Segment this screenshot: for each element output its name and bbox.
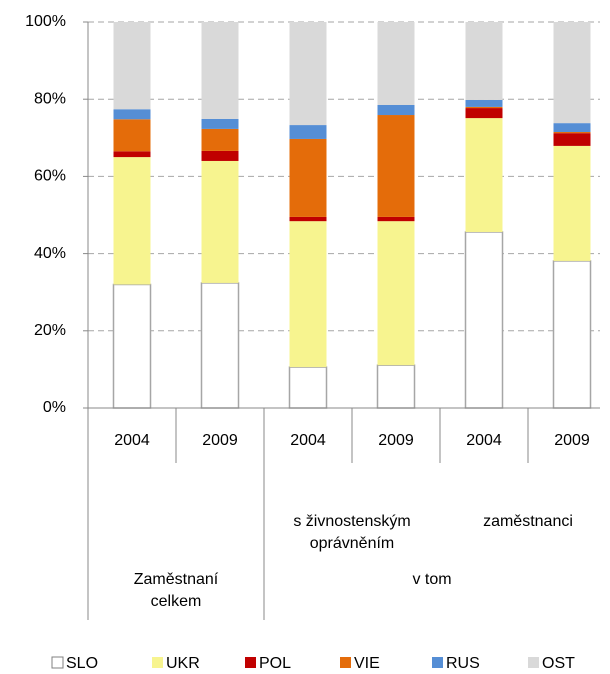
bar-segment [465, 99, 503, 107]
bar-segment [377, 216, 415, 222]
y-tick-label: 60% [34, 168, 66, 185]
bar-segment [201, 118, 239, 129]
bar-segment [113, 109, 151, 120]
bar-segment [289, 221, 327, 368]
bar-segment [377, 104, 415, 116]
bar-segment [113, 151, 151, 158]
y-tick-label: 20% [34, 322, 66, 339]
y-tick-label: 100% [25, 13, 66, 30]
legend-label: UKR [166, 655, 200, 672]
bar-segment [112, 283, 152, 409]
bar-segment [201, 150, 239, 161]
bar-segment [377, 221, 415, 366]
group-label: v tom [412, 571, 452, 588]
x-tick-label: 2009 [554, 432, 590, 449]
bar-segment [201, 22, 239, 119]
bar-segment [113, 22, 151, 110]
x-tick-label: 2004 [290, 432, 326, 449]
y-tick-label: 40% [34, 245, 66, 262]
bar-segment [465, 106, 503, 109]
legend-label: RUS [446, 655, 480, 672]
group-label: Zaměstnaní celkem [133, 571, 219, 610]
bar-segment [288, 366, 328, 409]
subgroup-label: s živnostenským oprávněním [293, 513, 411, 552]
legend-swatch [432, 657, 443, 668]
legend-label: SLO [66, 655, 98, 672]
bar-segment [465, 22, 503, 100]
legend-swatch [340, 657, 351, 668]
bar-segment [464, 231, 504, 409]
bar-segment [465, 118, 503, 232]
bar-segment [113, 119, 151, 152]
legend-label: OST [542, 655, 575, 672]
bar-segment [553, 145, 591, 261]
x-tick-label: 2004 [114, 432, 150, 449]
bar-segment [289, 216, 327, 222]
bar-segment [289, 22, 327, 126]
bar-segment [465, 108, 503, 119]
bar-segment [377, 22, 415, 105]
bar-segment [200, 282, 240, 409]
legend-swatch [245, 657, 256, 668]
bar-segment [201, 128, 239, 151]
legend-label: VIE [354, 655, 380, 672]
legend-swatch [152, 657, 163, 668]
y-tick-label: 0% [43, 399, 66, 416]
bar-segment [376, 364, 416, 409]
bar-segment [201, 160, 239, 283]
bar-segment [289, 138, 327, 217]
bar-segment [289, 125, 327, 139]
bar-segment [553, 132, 591, 134]
y-tick-label: 80% [34, 90, 66, 107]
subgroup-label: zaměstnanci [483, 513, 573, 530]
bar-segment [113, 157, 151, 285]
legend-label: POL [259, 655, 291, 672]
bar-segment [377, 115, 415, 217]
bar-segment [553, 22, 591, 124]
bar-segment [553, 123, 591, 133]
x-tick-label: 2009 [202, 432, 238, 449]
bar-segment [552, 260, 592, 409]
x-tick-label: 2004 [466, 432, 502, 449]
bar-segment [553, 133, 591, 146]
legend-swatch [528, 657, 539, 668]
x-tick-label: 2009 [378, 432, 414, 449]
legend-swatch [51, 656, 64, 669]
